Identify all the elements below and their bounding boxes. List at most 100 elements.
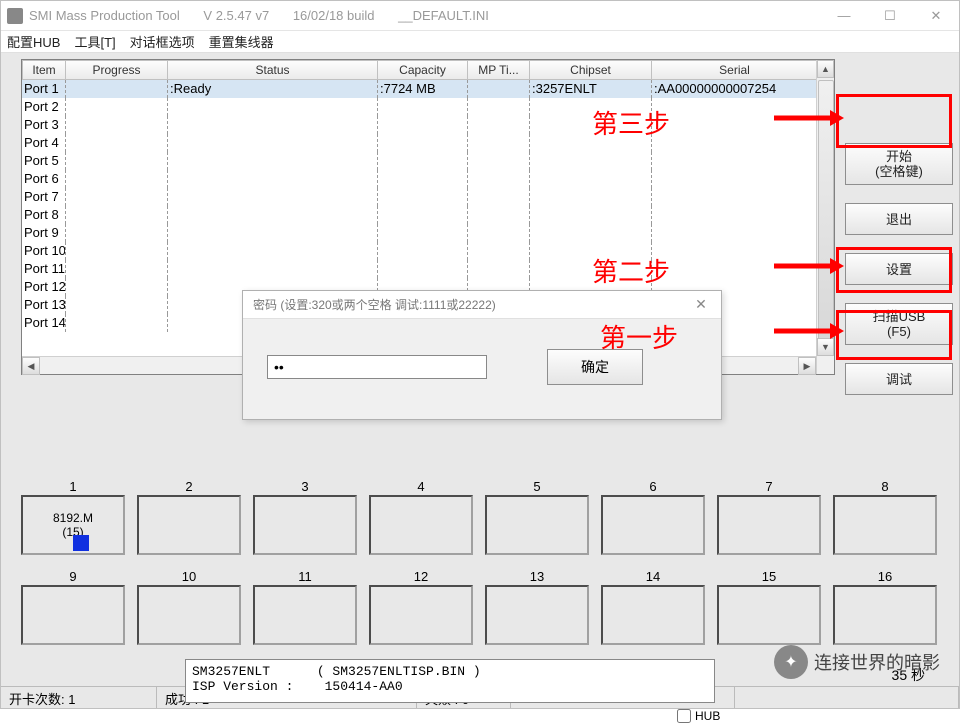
slot-box[interactable] bbox=[601, 585, 705, 645]
scroll-down-icon[interactable]: ▼ bbox=[817, 338, 834, 356]
table-row[interactable]: Port 4 bbox=[22, 134, 834, 152]
column-header[interactable]: Item bbox=[22, 60, 66, 80]
table-cell bbox=[378, 152, 468, 170]
scan-hint: (F5) bbox=[887, 324, 911, 339]
table-cell bbox=[652, 224, 818, 242]
start-hint: (空格键) bbox=[875, 164, 923, 179]
exit-button[interactable]: 退出 bbox=[845, 203, 953, 235]
table-cell bbox=[468, 170, 530, 188]
slot-box[interactable] bbox=[485, 585, 589, 645]
title-build: 16/02/18 build bbox=[293, 8, 375, 23]
scan-usb-button[interactable]: 扫描USB (F5) bbox=[845, 303, 953, 345]
table-row[interactable]: Port 8 bbox=[22, 206, 834, 224]
table-cell bbox=[66, 170, 168, 188]
table-cell: Port 3 bbox=[22, 116, 66, 134]
table-row[interactable]: Port 10 bbox=[22, 242, 834, 260]
titlebar: SMI Mass Production Tool V 2.5.47 v7 16/… bbox=[1, 1, 959, 31]
table-row[interactable]: Port 5 bbox=[22, 152, 834, 170]
hub-checkbox[interactable] bbox=[677, 709, 691, 723]
slot-box[interactable] bbox=[253, 495, 357, 555]
column-header[interactable]: Serial bbox=[652, 60, 818, 80]
menu-item[interactable]: 对话框选项 bbox=[130, 32, 195, 51]
table-cell bbox=[652, 260, 818, 278]
start-button[interactable]: 开始 (空格键) bbox=[845, 143, 953, 185]
slot-number: 14 bbox=[601, 569, 705, 585]
slot-box[interactable] bbox=[369, 495, 473, 555]
dialog-close-button[interactable]: ✕ bbox=[681, 296, 721, 313]
table-cell bbox=[652, 170, 818, 188]
scroll-up-icon[interactable]: ▲ bbox=[817, 60, 834, 78]
slot: 18192.M (15) bbox=[21, 479, 125, 555]
table-cell: Port 4 bbox=[22, 134, 66, 152]
vertical-scrollbar[interactable]: ▲ ▼ bbox=[816, 60, 834, 374]
table-cell bbox=[530, 188, 652, 206]
menu-item[interactable]: 重置集线器 bbox=[209, 32, 274, 51]
slot-box[interactable] bbox=[717, 585, 821, 645]
slot-box[interactable] bbox=[137, 585, 241, 645]
menubar: 配置HUB 工具[T] 对话框选项重置集线器 bbox=[1, 31, 959, 53]
slot-box[interactable] bbox=[717, 495, 821, 555]
table-cell bbox=[468, 260, 530, 278]
slot-box[interactable] bbox=[601, 495, 705, 555]
table-cell bbox=[378, 242, 468, 260]
table-cell: Port 7 bbox=[22, 188, 66, 206]
table-cell bbox=[652, 116, 818, 134]
table-row[interactable]: Port 3 bbox=[22, 116, 834, 134]
menu-item[interactable]: 配置HUB bbox=[7, 32, 60, 51]
table-cell bbox=[66, 206, 168, 224]
table-cell bbox=[66, 224, 168, 242]
slot-number: 15 bbox=[717, 569, 821, 585]
slot: 9 bbox=[21, 569, 125, 645]
table-row[interactable]: Port 9 bbox=[22, 224, 834, 242]
slot-box[interactable] bbox=[369, 585, 473, 645]
table-cell bbox=[530, 170, 652, 188]
password-input[interactable] bbox=[267, 355, 487, 379]
watermark-text: 连接世界的暗影 bbox=[814, 649, 940, 675]
column-header[interactable]: Chipset bbox=[530, 60, 652, 80]
slot-box[interactable] bbox=[833, 585, 937, 645]
title-text: SMI Mass Production Tool V 2.5.47 v7 16/… bbox=[29, 8, 509, 23]
column-header[interactable]: Status bbox=[168, 60, 378, 80]
table-cell bbox=[66, 278, 168, 296]
minimize-button[interactable]: — bbox=[821, 1, 867, 31]
slot-box[interactable] bbox=[137, 495, 241, 555]
scroll-thumb[interactable] bbox=[818, 80, 834, 340]
slot-row-2: 910111213141516 bbox=[21, 569, 941, 645]
table-cell bbox=[468, 80, 530, 98]
slot-box[interactable] bbox=[21, 585, 125, 645]
slot-box[interactable] bbox=[833, 495, 937, 555]
scan-label: 扫描USB bbox=[873, 309, 926, 324]
hub-label: HUB bbox=[695, 709, 720, 723]
close-button[interactable]: ✕ bbox=[913, 1, 959, 31]
table-cell bbox=[168, 152, 378, 170]
slot-box[interactable]: 8192.M (15) bbox=[21, 495, 125, 555]
slot-number: 10 bbox=[137, 569, 241, 585]
chip-info: SM3257ENLT ( SM3257ENLTISP.BIN ) ISP Ver… bbox=[185, 659, 715, 703]
column-header[interactable]: MP Ti... bbox=[468, 60, 530, 80]
slot-box[interactable] bbox=[485, 495, 589, 555]
scroll-left-icon[interactable]: ◀ bbox=[22, 357, 40, 375]
column-header[interactable]: Progress bbox=[66, 60, 168, 80]
table-cell bbox=[66, 152, 168, 170]
menu-item[interactable]: 工具[T] bbox=[74, 32, 115, 51]
slot-box[interactable] bbox=[253, 585, 357, 645]
column-header[interactable]: Capacity bbox=[378, 60, 468, 80]
table-row[interactable]: Port 1:Ready:7724 MB:3257ENLT:AA00000000… bbox=[22, 80, 834, 98]
password-dialog: 密码 (设置:320或两个空格 调试:1111或22222) ✕ 确定 bbox=[242, 290, 722, 420]
table-cell bbox=[652, 152, 818, 170]
table-row[interactable]: Port 6 bbox=[22, 170, 834, 188]
scroll-right-icon[interactable]: ▶ bbox=[798, 357, 816, 375]
table-cell bbox=[378, 98, 468, 116]
table-cell bbox=[378, 206, 468, 224]
table-row[interactable]: Port 11 bbox=[22, 260, 834, 278]
table-cell bbox=[66, 134, 168, 152]
table-row[interactable]: Port 7 bbox=[22, 188, 834, 206]
table-cell bbox=[378, 260, 468, 278]
hub-checkbox-label[interactable]: HUB bbox=[677, 709, 720, 723]
settings-button[interactable]: 设置 bbox=[845, 253, 953, 285]
table-cell bbox=[66, 188, 168, 206]
debug-button[interactable]: 调试 bbox=[845, 363, 953, 395]
maximize-button[interactable]: ☐ bbox=[867, 1, 913, 31]
table-cell bbox=[468, 134, 530, 152]
table-row[interactable]: Port 2 bbox=[22, 98, 834, 116]
